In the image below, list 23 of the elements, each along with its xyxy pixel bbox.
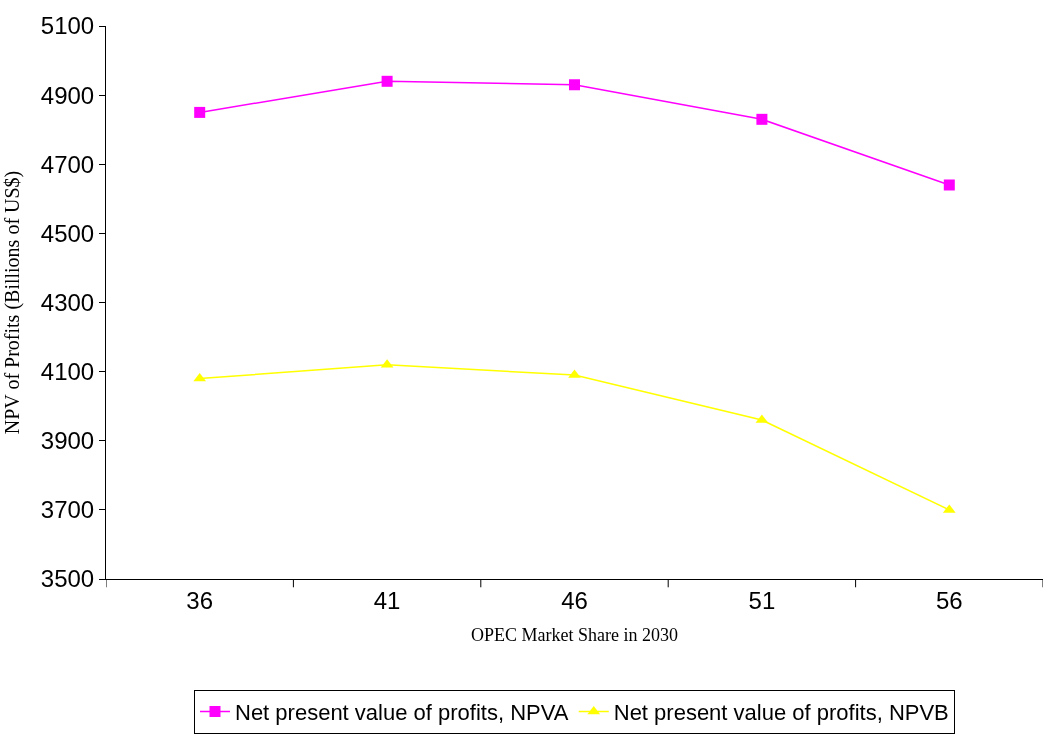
point	[756, 113, 768, 125]
y-tick-label: 5100	[40, 12, 95, 40]
point	[381, 75, 393, 87]
point	[194, 106, 206, 118]
y-tick-label: 4300	[40, 288, 95, 316]
x-tick-label: 51	[748, 586, 776, 614]
legend-label: Net present value of profits, NPVB	[613, 699, 949, 725]
x-axis-title: OPEC Market Share in 2030	[471, 624, 678, 645]
y-tick-label: 4700	[40, 150, 95, 178]
x-tick-label: 46	[561, 586, 588, 614]
y-tick-label: 4500	[40, 219, 95, 247]
point	[943, 179, 955, 191]
x-tick-label: 41	[373, 586, 401, 614]
y-axis-title: NPV of Profits (Billions of US$)	[1, 170, 25, 435]
y-tick-label: 4100	[40, 358, 95, 386]
x-tick-label: 36	[186, 586, 214, 614]
point	[569, 79, 580, 91]
y-tick-label: 3900	[40, 427, 95, 455]
y-tick-label: 3500	[40, 565, 95, 593]
x-tick-label: 56	[935, 586, 963, 614]
y-tick-label: 4900	[40, 81, 95, 109]
legend-label: Net present value of profits, NPVA	[235, 699, 569, 725]
y-tick-label: 3700	[40, 496, 95, 524]
